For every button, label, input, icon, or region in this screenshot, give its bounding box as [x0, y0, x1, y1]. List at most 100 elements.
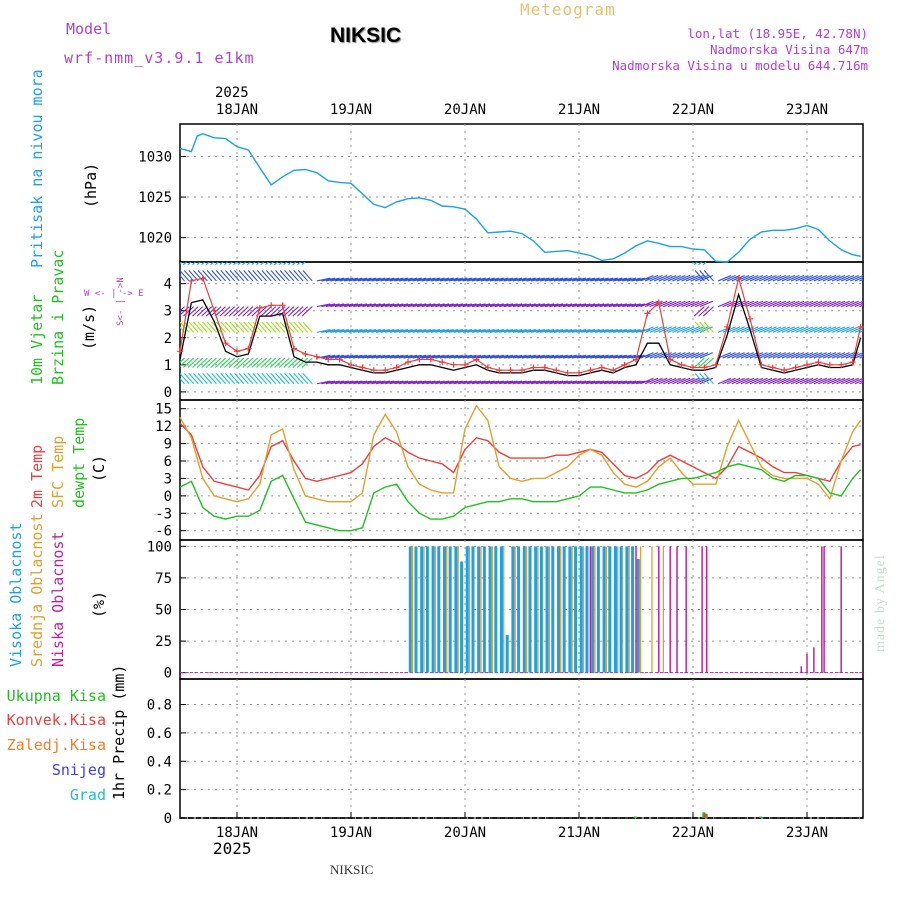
wind-arrow	[344, 277, 358, 282]
wind-arrow	[754, 377, 768, 385]
wind-arrow	[740, 352, 754, 359]
wind-arrow	[407, 329, 422, 333]
wind-arrow	[718, 250, 731, 255]
y-tick-label-precip: 0.4	[147, 754, 172, 770]
wind-arrow	[594, 329, 609, 333]
wind-arrow	[768, 250, 781, 255]
wind-arrow	[663, 326, 677, 333]
wind-arrow	[526, 303, 541, 308]
wind-arrow	[180, 382, 181, 384]
top-time-label: 23JAN	[786, 102, 828, 118]
wind-arrow	[699, 300, 713, 308]
wind-gust-marker	[564, 369, 571, 376]
wind-gust-marker	[758, 361, 765, 368]
wind-arrow	[749, 377, 764, 385]
wind-arrow	[353, 329, 368, 333]
wind-arrow	[494, 277, 509, 282]
wind-arrow	[850, 300, 863, 308]
tsfc-line	[179, 404, 862, 503]
wind-arrow	[183, 321, 195, 333]
wind-arrow	[421, 277, 436, 282]
wind-arrow	[517, 277, 532, 282]
wind-arrow	[567, 303, 582, 308]
wind-arrow	[702, 306, 714, 317]
station-title: NIKSIC	[330, 24, 402, 47]
wind-arrow	[279, 372, 290, 385]
wind-arrow	[799, 326, 814, 333]
wind-arrow	[325, 303, 340, 308]
wind-arrow	[813, 274, 827, 282]
wind-arrow	[836, 326, 850, 333]
wind-arrow	[297, 321, 309, 333]
wind-arrow	[196, 262, 201, 266]
wind-arrow	[467, 329, 482, 333]
wind-arrow	[813, 352, 827, 359]
wind-arrow	[521, 303, 536, 308]
wind-gust-marker	[325, 356, 332, 363]
wind-arrow	[385, 303, 400, 308]
wind-arrow	[676, 300, 691, 308]
wind-arrow	[750, 250, 763, 255]
wind-arrow	[521, 329, 536, 333]
wind-arrow	[471, 380, 486, 385]
wind-arrow	[403, 277, 418, 282]
wind-arrow	[182, 306, 195, 317]
wind-arrow	[763, 326, 777, 333]
wind-arrow	[649, 274, 663, 282]
wind-arrow	[758, 274, 773, 282]
wind-arrow	[617, 303, 632, 308]
wind-arrow	[827, 326, 841, 333]
wind-arrow	[585, 277, 600, 282]
wind-arrow	[210, 262, 215, 266]
wind-arrow	[567, 329, 582, 333]
wind-arrow	[385, 277, 400, 282]
wind-arrow	[799, 377, 814, 385]
wind-arrow	[531, 380, 545, 385]
wind-arrow	[270, 270, 281, 282]
wind-arrow	[398, 354, 413, 359]
wind-arrow	[366, 354, 381, 359]
wind-arrow	[170, 255, 180, 264]
wind-arrow	[499, 329, 514, 333]
wind-arrow	[237, 306, 249, 317]
wind-arrow	[485, 303, 500, 308]
wind-arrow	[790, 352, 805, 359]
wind-arrow	[754, 352, 768, 359]
wind-arrow	[681, 274, 695, 282]
wind-arrow	[403, 303, 418, 308]
wind-arrow	[768, 300, 782, 308]
wind-arrow	[448, 277, 463, 282]
wind-arrow	[608, 329, 623, 333]
wind-gust-marker	[633, 356, 639, 363]
wind-arrow	[197, 372, 208, 385]
wind-arrow	[804, 274, 818, 282]
wind-arrow	[485, 354, 500, 359]
wind-arrow	[694, 270, 705, 282]
wind-arrow	[426, 277, 441, 282]
wind-gust-marker	[667, 356, 674, 363]
wind-arrow	[444, 277, 459, 282]
wind-arrow	[412, 303, 427, 308]
wind-arrow	[296, 357, 309, 368]
wind-arrow	[535, 354, 550, 359]
wind-arrow	[508, 252, 522, 255]
wind-arrow	[702, 262, 707, 266]
wind-arrow	[827, 377, 841, 385]
wind-gust-marker	[598, 364, 605, 371]
wind-arrow	[685, 300, 700, 308]
wind-arrow	[599, 380, 614, 385]
wind-arrow	[576, 354, 591, 359]
wind-arrow	[658, 377, 672, 385]
wind-arrow	[335, 252, 349, 255]
wind-arrow	[558, 329, 573, 333]
wind-arrow	[745, 300, 759, 308]
wind-arrow	[234, 270, 245, 282]
wind-arrow	[348, 380, 363, 385]
wind-arrow	[269, 262, 274, 266]
wind-arrow	[234, 372, 245, 385]
wind-arrow	[676, 352, 691, 359]
wind-arrow	[603, 380, 618, 385]
wind-arrow	[631, 303, 646, 308]
wind-arrow	[654, 274, 668, 282]
wind-arrow	[809, 352, 823, 359]
